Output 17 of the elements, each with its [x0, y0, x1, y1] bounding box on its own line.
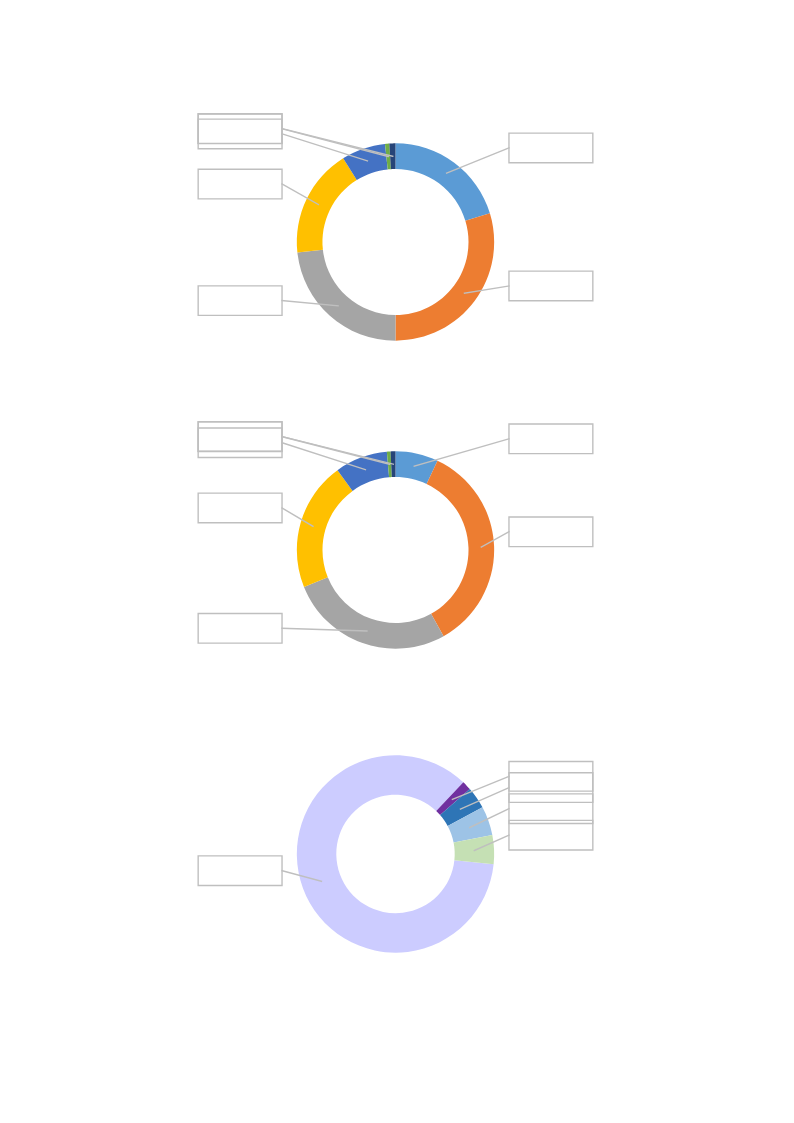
- donut-slice: [296, 470, 353, 587]
- donut-slice: [395, 143, 490, 221]
- donut-slice: [447, 807, 493, 843]
- donut-slice: [426, 460, 495, 637]
- donut-slice: [453, 835, 495, 865]
- donut-slice: [395, 451, 438, 484]
- donut-slice: [395, 213, 495, 341]
- donut-slice: [297, 249, 396, 341]
- donut-slice: [337, 451, 390, 491]
- donut-slice: [303, 577, 444, 649]
- donut-slice: [390, 451, 396, 478]
- donut-slice: [386, 451, 392, 478]
- donut-slice: [343, 143, 388, 181]
- donut-slice: [440, 789, 483, 827]
- donut-slice: [296, 755, 494, 953]
- donut-slice: [436, 782, 470, 816]
- donut-slice: [296, 158, 357, 253]
